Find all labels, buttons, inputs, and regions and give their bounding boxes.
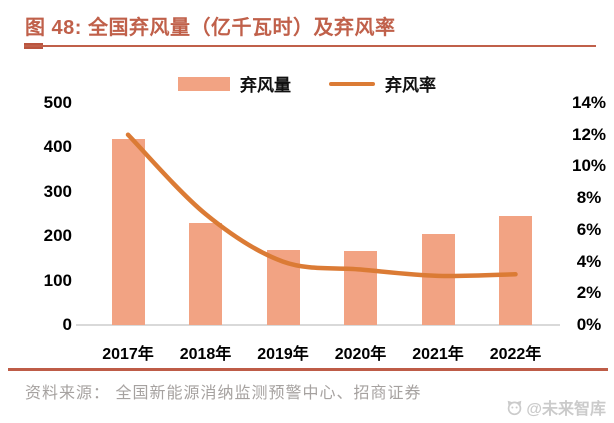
right-axis-tick: 10% [571,156,607,176]
right-axis-tick: 0% [576,315,602,334]
legend-item-line-series: 弃风率 [329,71,436,96]
watermark-text: @未来智库 [526,401,606,418]
source-line: 资料来源： 全国新能源消纳监测预警中心、招商证券 [25,385,422,402]
figure-title: 图 48: 全国弃风量（亿千瓦时）及弃风率 [25,17,396,39]
right-axis-tick: 12% [571,124,607,144]
title-underline [24,45,596,47]
bar-2020年 [344,251,377,325]
chart-legend: 弃风量 弃风率 [0,71,614,96]
x-axis-line [76,324,560,326]
right-axis-tick: 6% [576,219,602,239]
legend-bar-label: 弃风量 [240,76,291,95]
left-axis-tick: 0 [62,315,72,334]
bar-2021年 [421,233,455,325]
curtailment-rate-line [125,132,518,279]
right-axis-tick: 8% [576,188,602,208]
left-axis-tick: 400 [43,137,72,157]
watermark: @未来智库 [506,395,606,419]
left-axis-tick: 200 [43,226,72,246]
x-axis-label-2019年: 2019年 [257,346,309,363]
x-axis-label-2017年: 2017年 [102,346,154,363]
right-axis-tick: 14% [571,93,607,112]
x-axis-label-2018年: 2018年 [179,346,232,363]
x-axis-label-2020年: 2020年 [334,346,387,363]
legend-line-label: 弃风率 [385,76,436,95]
x-axis-label-2022年: 2022年 [489,346,542,363]
legend-item-bar-series: 弃风量 [178,71,291,96]
bar-2022年 [499,216,532,325]
x-axis-label-2021年: 2021年 [412,346,464,363]
right-axis-tick: 2% [576,283,602,303]
left-axis-tick: 500 [43,93,72,112]
bar-2018年 [189,222,222,325]
bar-series-swatch-icon [178,76,230,91]
bar-2019年 [266,249,300,325]
left-axis-tick: 100 [43,270,72,290]
right-axis-tick: 4% [576,251,602,271]
footer-divider [8,368,608,371]
bar-2017年 [111,138,145,325]
line-series-swatch-icon [329,81,375,86]
watermark-logo-icon [508,400,522,415]
left-axis-tick: 300 [43,181,72,201]
